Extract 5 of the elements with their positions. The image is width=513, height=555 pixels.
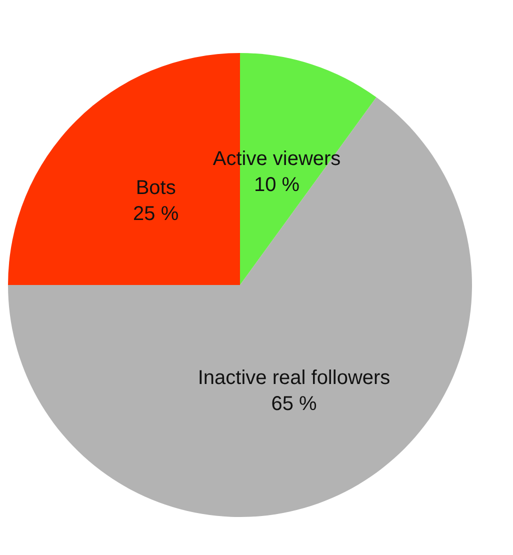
data-label: 25 % xyxy=(133,202,179,225)
slice-label: Inactive real followers xyxy=(198,367,390,390)
data-label: 65 % xyxy=(271,393,318,416)
data-label: 10 % xyxy=(254,174,300,196)
slice-label: Bots xyxy=(136,176,176,199)
